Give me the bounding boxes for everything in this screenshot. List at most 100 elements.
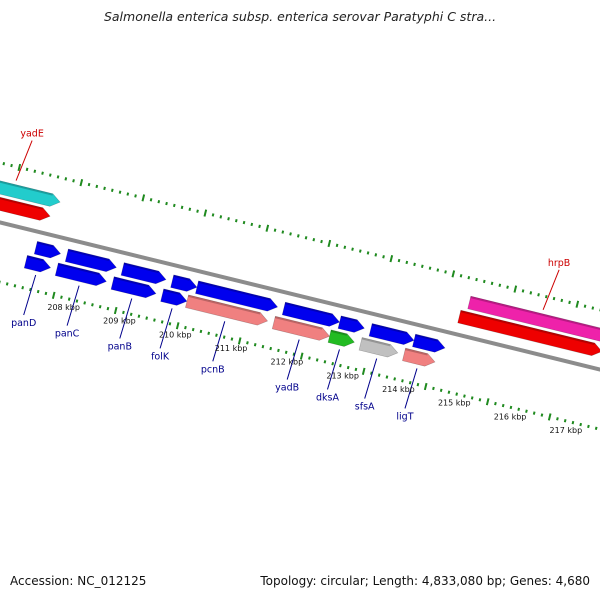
inner-tick [237,337,242,345]
inner-tick [106,306,110,311]
outer-tick [126,192,130,196]
inner-tick [284,350,288,355]
inner-gene-arrow-folK[interactable] [160,288,188,306]
outer-tick [521,289,525,293]
label-leader-line [23,274,37,316]
inner-tick [21,286,25,290]
label-leader-line [212,321,226,362]
inner-tick [122,310,125,315]
inner-tick [354,367,358,372]
inner-tick [160,320,164,324]
kbp-label: 208 kbp [47,303,80,312]
gene-label-panC: panC [55,329,80,340]
label-leader-line [364,358,378,399]
outer-tick [172,203,176,208]
gene-shadow [405,348,428,356]
inner-tick-track [0,280,598,431]
outer-tick [17,163,22,172]
inner-tick [91,303,94,307]
inner-tick [556,417,559,421]
gene-shadow [0,180,53,196]
inner-tick [423,382,428,391]
inner-gene-arrow[interactable] [337,315,365,333]
gene-label-sfsA: sfsA [355,402,375,413]
gene-shadow [340,315,358,322]
outer-tick [552,296,556,301]
outer-tick-track [2,161,600,312]
gene-labels: yadE hrpB panD panC panB folK pcnB yadB dksA sfsA… [11,129,570,423]
outer-gene-arrow[interactable] [0,189,51,221]
inner-gene-arrow-dksA[interactable] [327,329,355,347]
inner-tick [98,305,102,309]
inner-tick [346,365,350,370]
inner-gene-arrow[interactable] [64,248,117,272]
outer-tick [281,230,285,234]
inner-gene-arrow-sfsA[interactable] [358,337,399,358]
gene-shadow [123,262,159,274]
outer-tick [591,306,595,310]
inner-tick [416,382,420,387]
inner-tick [137,314,141,318]
inner-gene-arrow-ligT[interactable] [402,347,436,367]
inner-tick [377,373,381,377]
outer-tick [203,209,208,217]
outer-gene-arrow-yadE[interactable] [0,173,61,207]
label-leader-line [404,368,418,409]
outer-tick [141,194,146,202]
outer-tick [366,251,370,255]
outer-tick [64,177,68,181]
inner-tick [501,403,505,408]
inner-tick [29,287,32,292]
gene-shadow [163,288,180,295]
inner-tick [432,386,435,391]
inner-gene-arrow[interactable] [368,323,415,345]
kbp-label: 211 kbp [215,344,248,353]
inner-gene-arrow-yadB[interactable] [271,315,331,341]
gene-shadow [173,274,190,281]
outer-gene-arrow[interactable] [457,309,600,356]
inner-gene-arrow[interactable] [33,241,62,259]
outer-tick [79,179,84,187]
outer-tick [459,274,463,278]
inner-tick [292,352,296,356]
outer-tick [72,179,75,183]
inner-tick [463,394,466,398]
outer-tick [374,253,378,257]
inner-gene-arrow-panD[interactable] [23,255,52,273]
inner-gene-arrow[interactable] [120,262,167,285]
inner-tick [51,291,56,299]
inner-tick [540,413,544,417]
outer-tick [87,182,91,187]
inner-tick [323,360,327,364]
inner-tick [75,299,79,303]
outer-tick [250,222,254,227]
inner-gene-arrow[interactable] [281,301,341,327]
outer-tick [327,239,332,248]
outer-tick [560,298,564,303]
gene-shadow [36,241,54,248]
inner-tick [222,335,226,339]
inner-tick [13,284,17,288]
inner-tick [393,377,397,381]
outer-tick [10,163,13,168]
inner-gene-arrow-panC[interactable] [54,262,107,286]
outer-gene-arrow-hrpB[interactable] [467,295,600,342]
outer-tick [513,285,518,293]
inner-tick [408,381,412,385]
inner-gene-arrow[interactable] [195,280,279,312]
inner-gene-arrow-pcnB[interactable] [185,294,269,326]
inner-tick [277,348,280,353]
inner-tick [439,388,443,393]
inner-tick [361,367,366,375]
gene-shadow [274,316,323,330]
inner-tick [339,363,342,368]
label-leader-line [286,339,300,380]
inner-gene-arrow[interactable] [170,274,198,292]
inner-tick [207,331,211,336]
gene-label-ligT: ligT [396,411,413,422]
inner-tick [60,295,63,299]
inner-tick [113,306,118,315]
inner-gene-arrow[interactable] [412,333,446,353]
inner-gene-arrow-panB[interactable] [110,276,157,299]
